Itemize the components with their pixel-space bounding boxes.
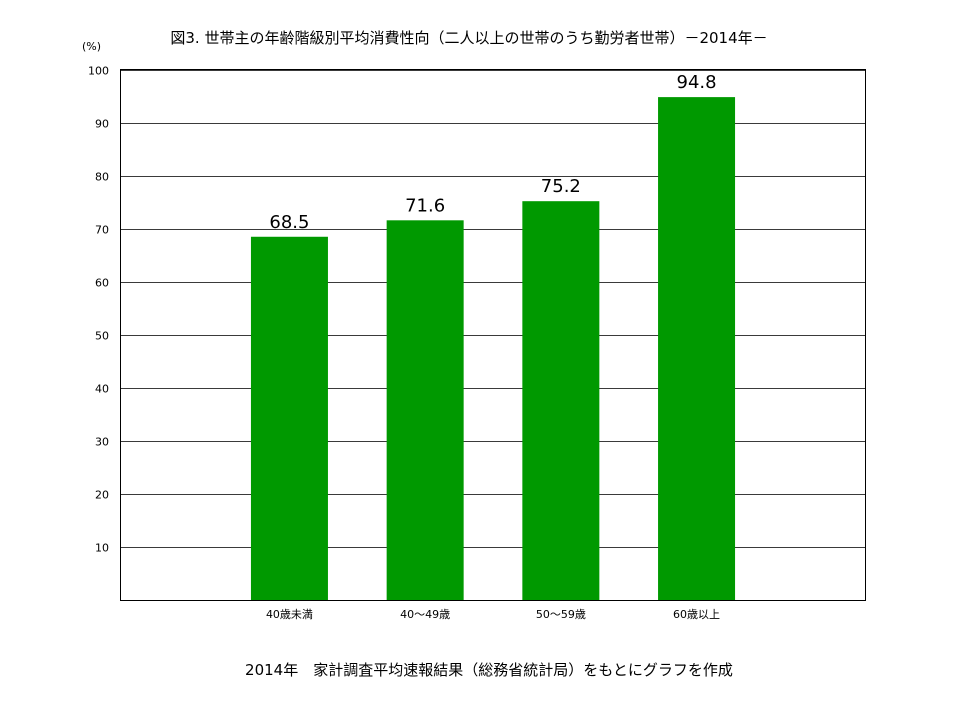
x-tick-label: 40～49歳 xyxy=(400,608,450,621)
bar xyxy=(658,97,736,601)
data-label: 75.2 xyxy=(541,176,581,197)
data-label: 68.5 xyxy=(269,212,309,233)
y-tick-label: 60 xyxy=(95,277,109,290)
y-tick-label: 70 xyxy=(95,224,109,237)
x-tick-label: 40歳未満 xyxy=(266,608,313,621)
y-tick-label: 20 xyxy=(95,489,109,502)
plot-area-frame xyxy=(120,69,866,601)
bar xyxy=(250,236,328,601)
x-tick-label: 50～59歳 xyxy=(536,608,586,621)
bar xyxy=(386,220,464,601)
data-labels: 68.5 71.6 75.2 94.8 xyxy=(269,72,716,233)
y-tick-label: 90 xyxy=(95,118,109,131)
y-tick-label: 10 xyxy=(95,542,109,555)
y-tick-label: 40 xyxy=(95,383,109,396)
data-label: 94.8 xyxy=(677,72,717,93)
y-tick-label: 80 xyxy=(95,171,109,184)
y-tick-label: 30 xyxy=(95,436,109,449)
bar xyxy=(522,201,600,601)
gridlines xyxy=(120,70,866,548)
y-axis-unit-label: (%) xyxy=(82,40,102,53)
x-axis-ticks: 40歳未満 40～49歳 50～59歳 60歳以上 xyxy=(266,608,720,621)
y-tick-label: 50 xyxy=(95,330,109,343)
data-label: 71.6 xyxy=(405,195,445,216)
chart-title: 図3. 世帯主の年齢階級別平均消費性向（二人以上の世帯のうち勤労者世帯）－201… xyxy=(170,29,768,47)
y-tick-label: 100 xyxy=(88,65,109,78)
bars xyxy=(250,97,736,601)
x-tick-label: 60歳以上 xyxy=(673,608,720,621)
y-axis-ticks: 10 20 30 40 50 60 70 80 90 100 xyxy=(88,65,109,555)
source-note: 2014年 家計調査平均速報結果（総務省統計局）をもとにグラフを作成 xyxy=(245,661,733,679)
